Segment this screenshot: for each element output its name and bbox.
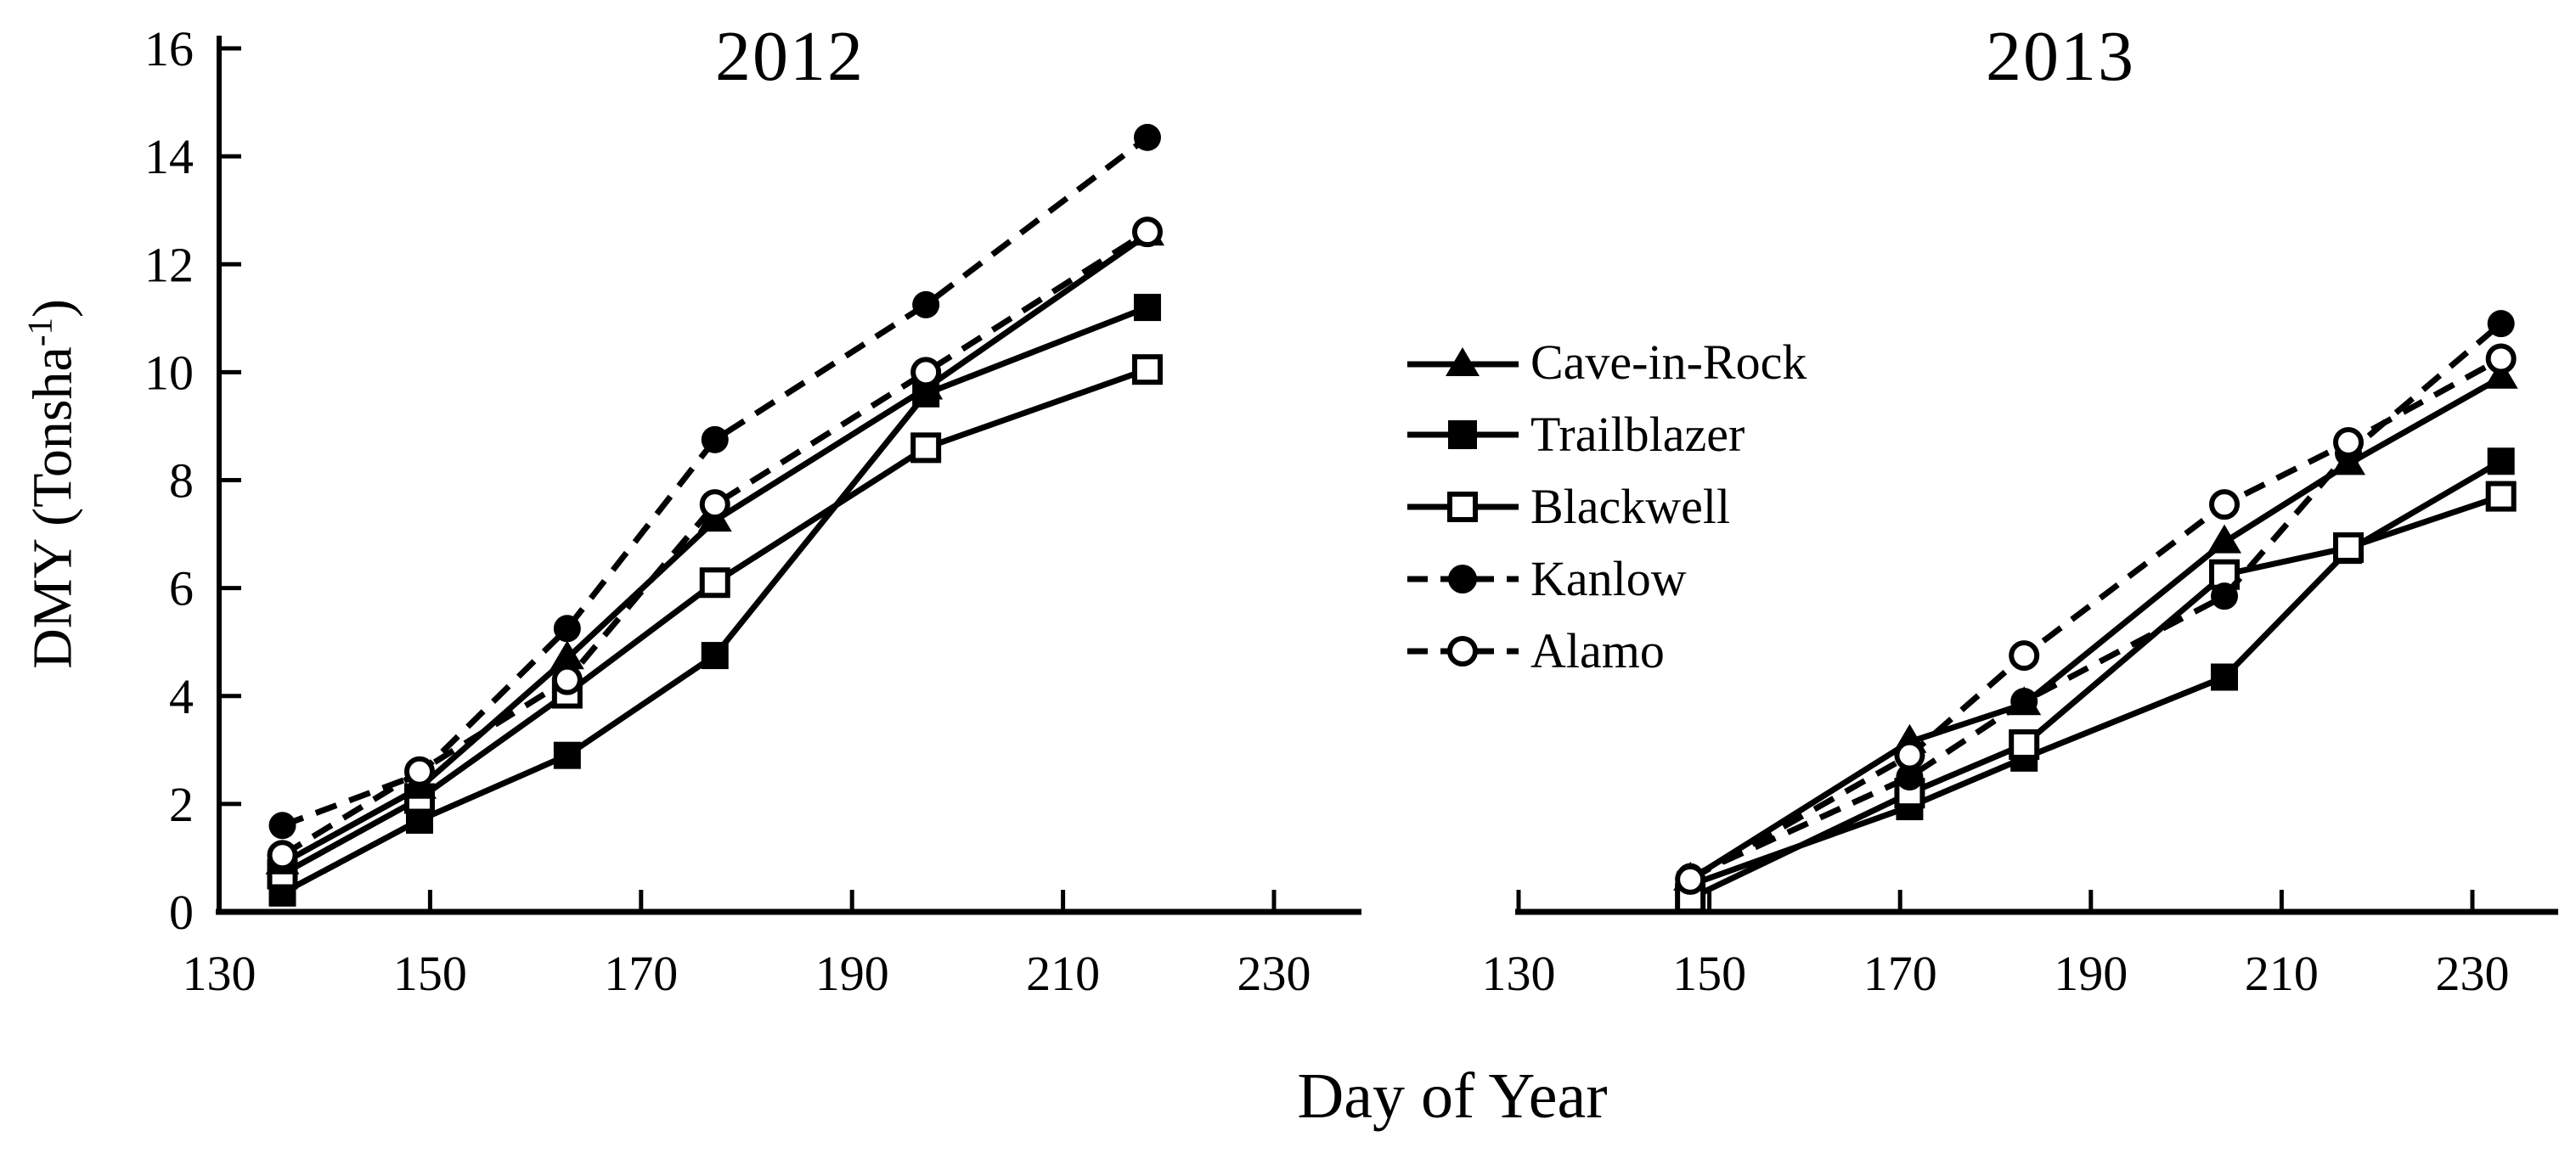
svg-text:210: 210: [1026, 946, 1100, 1001]
svg-text:170: 170: [604, 946, 678, 1001]
legend-label: Alamo: [1530, 623, 1665, 678]
svg-text:190: 190: [2054, 946, 2128, 1001]
legend-item-alamo: Alamo: [1406, 625, 1807, 678]
panel-title-2013: 2013: [1986, 17, 2135, 96]
y-axis-label-superscript: -1: [20, 318, 59, 347]
x-axis-label: Day of Year: [1297, 1060, 1608, 1132]
series-trailblazer-2012: [268, 294, 1161, 907]
svg-text:12: 12: [144, 237, 194, 292]
legend: Cave-in-Rock Trailblazer Blackwell Kanlo…: [1406, 336, 1807, 697]
svg-text:10: 10: [144, 345, 194, 400]
svg-text:130: 130: [183, 946, 256, 1001]
svg-text:130: 130: [1482, 946, 1556, 1001]
blackwell-marker-icon: [1407, 492, 1519, 522]
svg-text:170: 170: [1863, 946, 1937, 1001]
svg-text:6: 6: [169, 561, 194, 616]
svg-text:150: 150: [1672, 946, 1746, 1001]
y-axis-label: DMY (Tonsha-1): [20, 299, 86, 669]
svg-text:150: 150: [393, 946, 467, 1001]
y-axis-label-main: DMY (Tonsha: [21, 346, 84, 669]
svg-text:8: 8: [169, 453, 194, 509]
legend-label: Cave-in-Rock: [1530, 335, 1807, 390]
legend-item-kanlow: Kanlow: [1406, 553, 1807, 605]
cave-in-rock-marker-icon: [1407, 347, 1519, 376]
svg-text:230: 230: [1237, 946, 1311, 1001]
svg-text:190: 190: [815, 946, 889, 1001]
series-alamo-2012: [267, 217, 1163, 871]
series-kanlow-2012: [268, 123, 1161, 840]
series-cave-in-rock-2012: [265, 217, 1164, 875]
svg-text:16: 16: [144, 21, 194, 76]
axes-2012: 130 150 170 190 210 230 0 2 4 6 8 10 12 14 16: [144, 21, 1361, 1001]
trailblazer-marker-icon: [1407, 420, 1519, 449]
kanlow-marker-icon: [1407, 565, 1519, 593]
svg-text:2: 2: [169, 777, 194, 832]
legend-label: Trailblazer: [1530, 407, 1745, 462]
svg-text:4: 4: [169, 669, 194, 724]
legend-item-cave-in-rock: Cave-in-Rock: [1406, 336, 1807, 389]
axes-2013: 130 150 170 190 210 230: [1482, 890, 2558, 1001]
svg-text:14: 14: [144, 129, 194, 184]
legend-item-trailblazer: Trailblazer: [1406, 408, 1807, 461]
legend-label: Kanlow: [1530, 551, 1687, 606]
svg-text:210: 210: [2245, 946, 2319, 1001]
legend-label: Blackwell: [1530, 479, 1731, 534]
svg-text:0: 0: [169, 885, 194, 940]
legend-item-blackwell: Blackwell: [1406, 481, 1807, 533]
svg-text:230: 230: [2436, 946, 2510, 1001]
series-alamo-2013: [1675, 343, 2517, 895]
alamo-marker-icon: [1407, 636, 1519, 666]
y-axis-label-close: ): [21, 299, 84, 318]
panel-title-2012: 2012: [715, 17, 865, 96]
